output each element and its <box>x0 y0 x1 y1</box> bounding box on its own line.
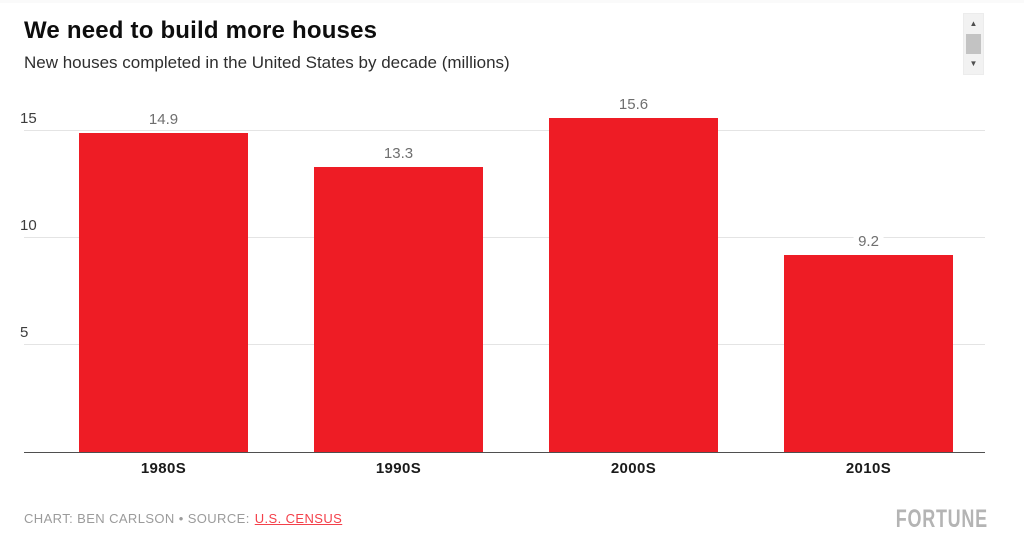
gridline-10 <box>24 237 985 238</box>
y-tick-label-5: 5 <box>20 324 29 341</box>
fortune-logo: FORTUNE <box>895 505 988 533</box>
x-axis-line <box>24 452 985 453</box>
value-label-2010s: 9.2 <box>853 232 884 252</box>
category-label-2010s: 2010S <box>845 460 892 477</box>
bar-1980s <box>79 133 248 452</box>
bar-2000s <box>549 118 718 452</box>
chart-title: We need to build more houses <box>24 17 378 44</box>
value-label-2000s: 15.6 <box>613 95 654 115</box>
chart-subtitle: New houses completed in the United State… <box>24 53 510 72</box>
category-label-1980s: 1980S <box>140 460 187 477</box>
bar-1990s <box>314 167 483 452</box>
plot-area: 5 10 15 14.9 1980S 13.3 1990S 15.6 2000S 9.2 2010S <box>20 95 985 477</box>
gridline-15 <box>24 130 985 131</box>
source-link[interactable]: U.S. CENSUS <box>254 511 343 526</box>
scroll-up-icon[interactable]: ▲ <box>969 19 978 28</box>
scrollbar[interactable]: ▲ ▼ <box>963 13 984 75</box>
bar-2010s <box>784 255 953 452</box>
category-label-2000s: 2000S <box>610 460 657 477</box>
category-label-1990s: 1990S <box>375 460 422 477</box>
credit-text: CHART: BEN CARLSON • SOURCE: <box>24 511 250 526</box>
value-label-1990s: 13.3 <box>378 144 419 164</box>
y-tick-label-15: 15 <box>20 110 37 127</box>
scroll-down-icon[interactable]: ▼ <box>969 59 978 68</box>
chart-footer: CHART: BEN CARLSON • SOURCE: U.S. CENSUS <box>24 511 342 526</box>
y-tick-label-10: 10 <box>20 217 37 234</box>
scrollbar-thumb[interactable] <box>966 34 981 54</box>
gridline-5 <box>24 344 985 345</box>
value-label-1980s: 14.9 <box>143 110 184 130</box>
